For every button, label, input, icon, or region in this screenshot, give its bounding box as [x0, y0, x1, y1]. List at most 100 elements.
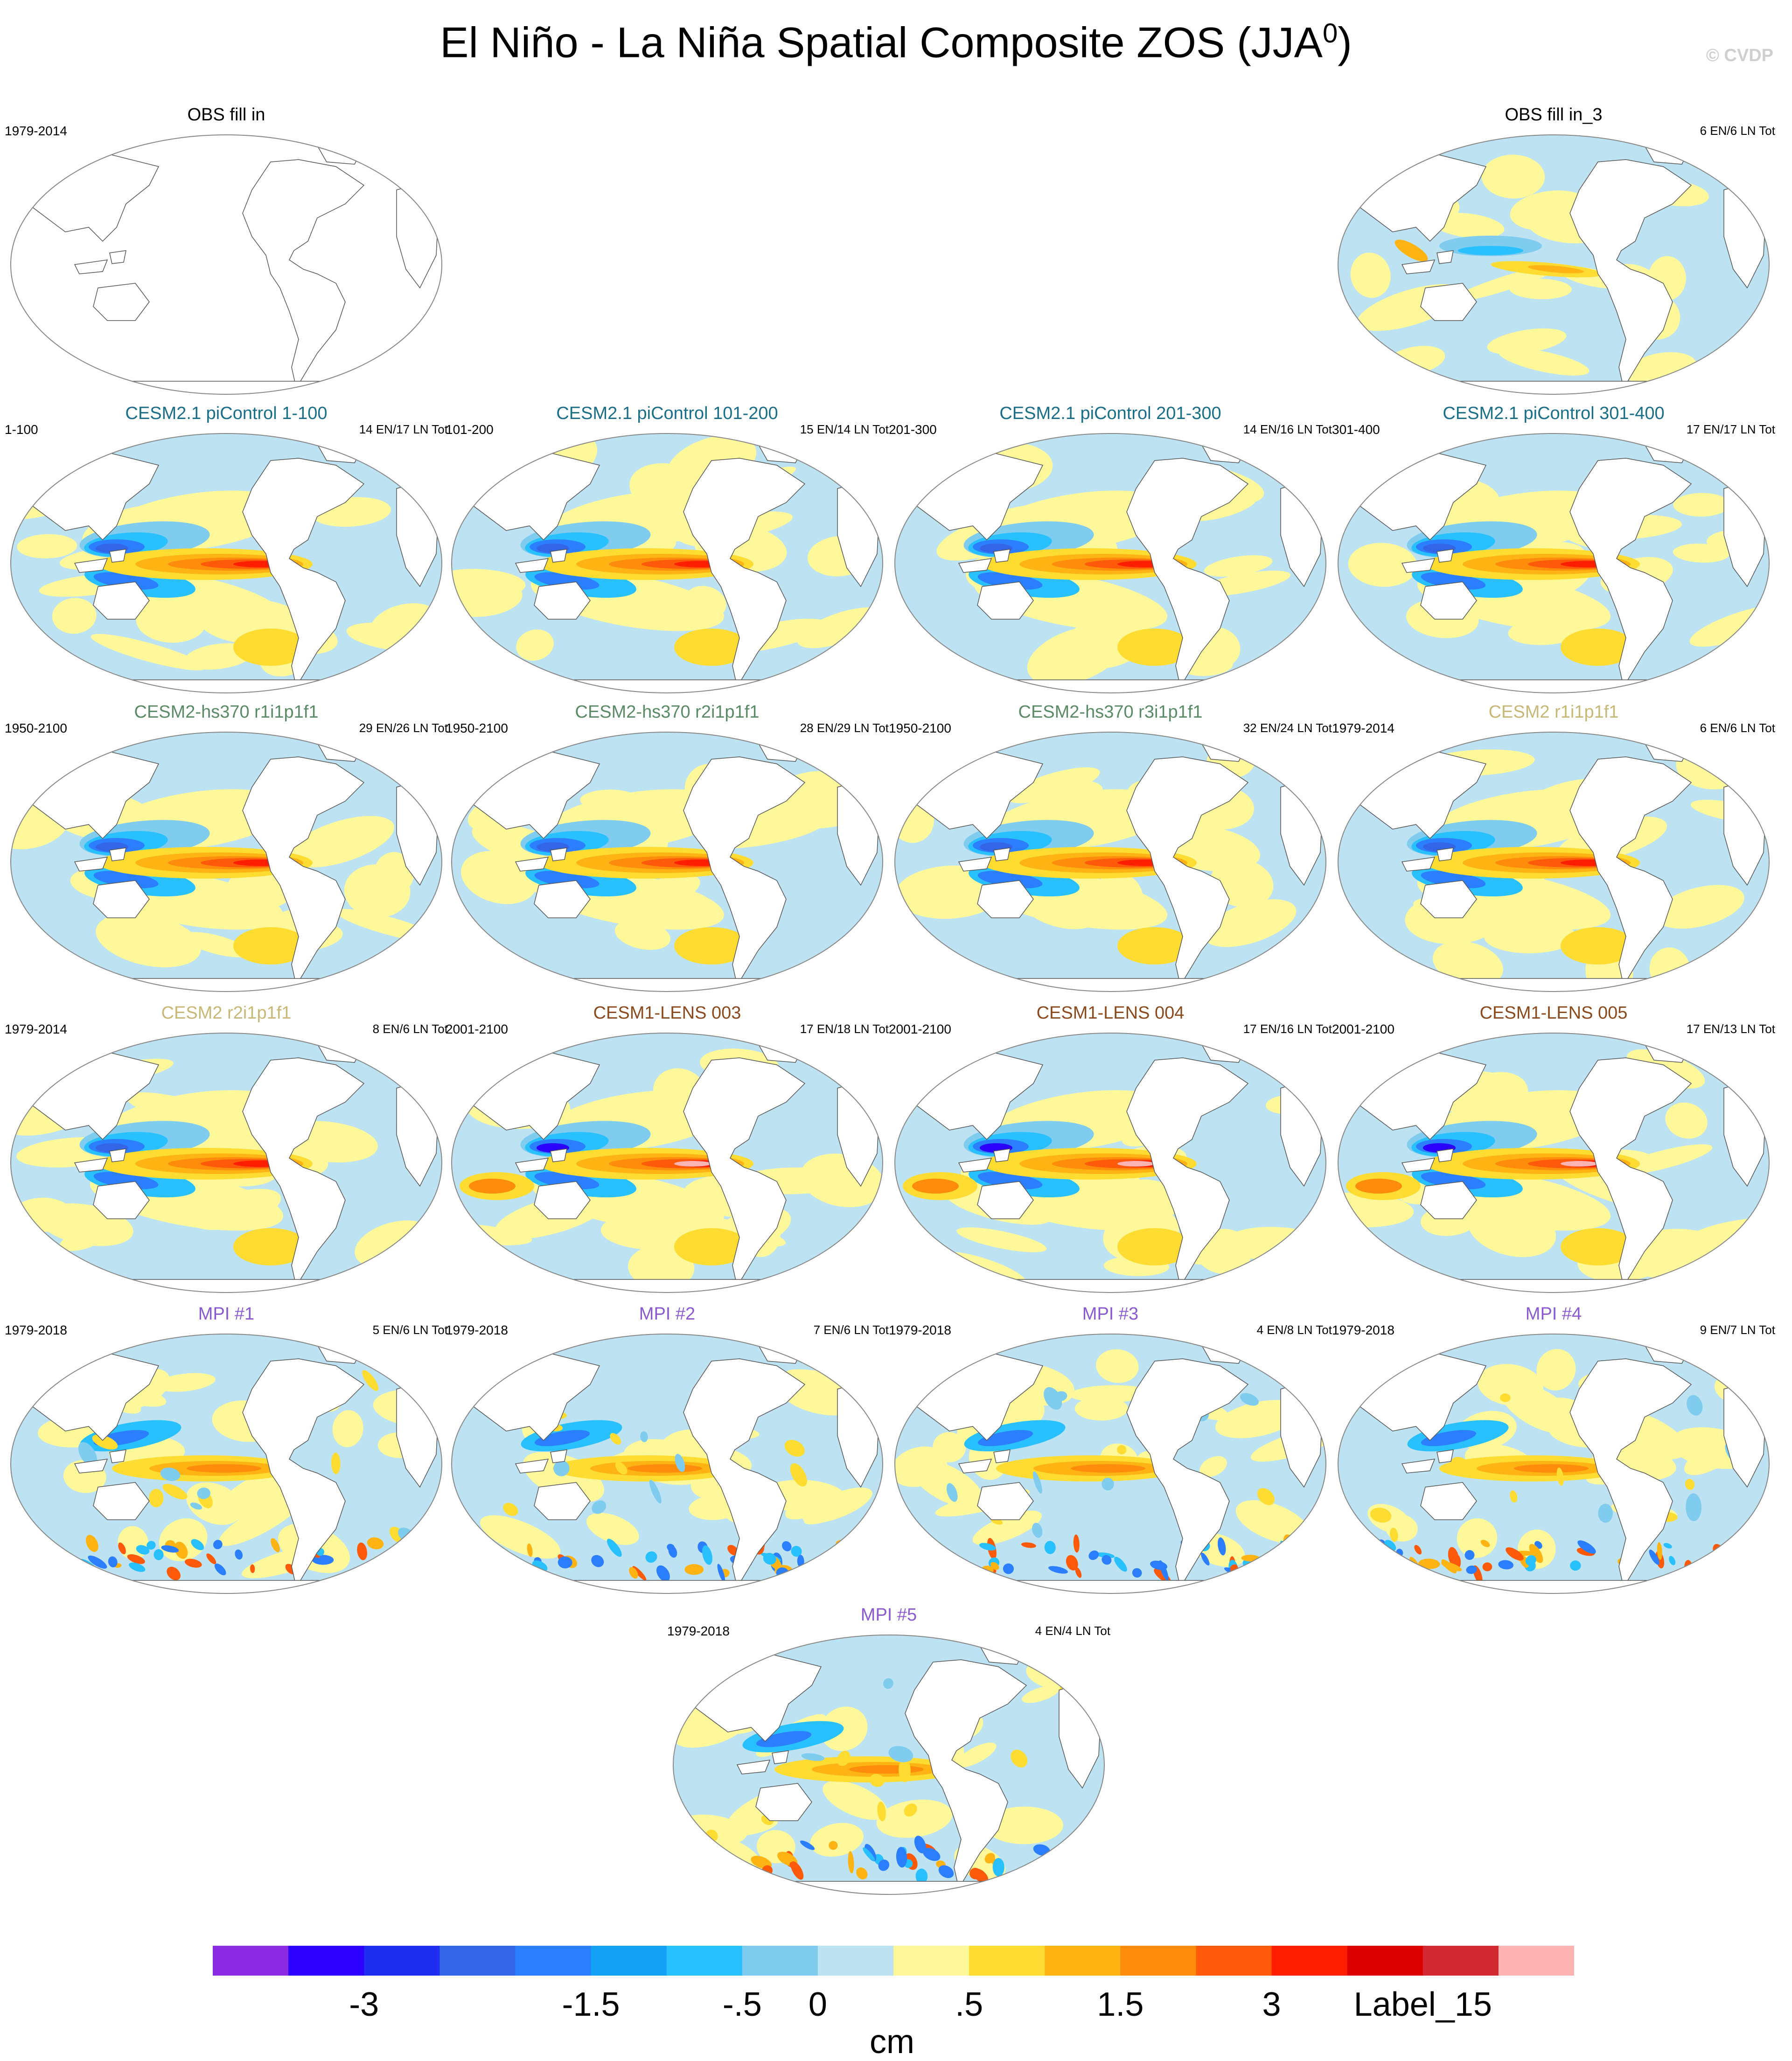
- panel-title: CESM2.1 piControl 101-200: [556, 404, 778, 423]
- panel-period: 1979-2018: [1332, 1323, 1395, 1337]
- colorbar-swatch-14: [1271, 1946, 1348, 1976]
- map-plot: [10, 134, 442, 395]
- map-plot: [10, 433, 442, 693]
- map-plot: [894, 732, 1326, 992]
- panel-period: 2001-2100: [889, 1022, 951, 1036]
- colorbar-swatch-1: [288, 1946, 364, 1976]
- map-panel: OBS fill in_3 6 EN/6 LN Tot: [1337, 105, 1775, 395]
- panel-event-counts: 9 EN/7 LN Tot: [1700, 1323, 1775, 1337]
- panel-period: 101-200: [446, 422, 494, 437]
- map-panel: CESM1-LENS 005 2001-2100 17 EN/13 LN Tot: [1332, 1003, 1775, 1293]
- colorbar: [213, 1946, 1574, 1976]
- map-panel: MPI #3 1979-2018 4 EN/8 LN Tot: [889, 1304, 1332, 1594]
- colorbar-swatch-16: [1422, 1946, 1499, 1976]
- colorbar-swatch-0: [213, 1946, 289, 1976]
- colorbar-tick-label: Label_15: [1353, 1986, 1492, 2023]
- panel-period: 1979-2018: [5, 1323, 67, 1337]
- panel-event-counts: 4 EN/8 LN Tot: [1256, 1323, 1332, 1337]
- panel-event-counts: 17 EN/17 LN Tot: [1686, 422, 1775, 436]
- panel-title: MPI #3: [1082, 1304, 1139, 1324]
- map-panel: OBS fill in 1979-2014: [5, 105, 443, 395]
- panel-period: 301-400: [1332, 422, 1380, 437]
- colorbar-swatch-6: [666, 1946, 743, 1976]
- colorbar-swatch-3: [439, 1946, 516, 1976]
- panel-title: OBS fill in: [187, 105, 265, 125]
- map-plot: [10, 1033, 442, 1293]
- copyright-label: © CVDP: [1706, 46, 1773, 65]
- map-panel: MPI #5 1979-2018 4 EN/4 LN Tot: [667, 1605, 1110, 1895]
- panel-title: MPI #5: [860, 1605, 917, 1625]
- map-plot: [1338, 1033, 1770, 1293]
- map-plot: [451, 732, 883, 992]
- panel-title: CESM1-LENS 003: [593, 1003, 741, 1023]
- map-panel: CESM2.1 piControl 1-100 1-100 14 EN/17 LN …: [5, 404, 448, 693]
- panel-event-counts: 17 EN/16 LN Tot: [1243, 1022, 1332, 1036]
- map-panel: CESM2-hs370 r1i1p1f1 1950-2100 29 EN/26 LN…: [5, 702, 448, 992]
- panel-period: 2001-2100: [446, 1022, 508, 1036]
- colorbar-tick-label: .5: [955, 1986, 983, 2023]
- panel-event-counts: 14 EN/17 LN Tot: [359, 422, 448, 436]
- page-title: El Niño - La Niña Spatial Composite ZOS …: [440, 18, 1352, 67]
- map-plot: [673, 1635, 1105, 1895]
- colorbar-tick-label: 0: [808, 1986, 827, 2023]
- colorbar-tick-label: -3: [349, 1986, 379, 2023]
- map-panel: CESM2 r1i1p1f1 1979-2014 6 EN/6 LN Tot: [1332, 702, 1775, 992]
- map-plot: [894, 1334, 1326, 1594]
- map-panel: CESM2.1 piControl 301-400 301-400 17 EN/17…: [1332, 404, 1775, 693]
- colorbar-tick-label: -.5: [722, 1986, 762, 2023]
- panel-title: CESM2-hs370 r3i1p1f1: [1018, 702, 1203, 722]
- map-plot: [894, 433, 1326, 693]
- map-panel: CESM2-hs370 r3i1p1f1 1950-2100 32 EN/24 LN…: [889, 702, 1332, 992]
- map-panel: CESM1-LENS 003 2001-2100 17 EN/18 LN Tot: [446, 1003, 889, 1293]
- colorbar-units: cm: [870, 2023, 914, 2061]
- panel-period: 2001-2100: [1332, 1022, 1395, 1036]
- map-plot: [451, 433, 883, 693]
- map-plot: [1338, 732, 1770, 992]
- panel-title: OBS fill in_3: [1505, 105, 1603, 125]
- colorbar-tick-label: -1.5: [562, 1986, 620, 2023]
- panel-title: CESM2 r2i1p1f1: [161, 1003, 292, 1023]
- colorbar-swatch-13: [1196, 1946, 1272, 1976]
- colorbar-swatch-12: [1120, 1946, 1196, 1976]
- panel-event-counts: 14 EN/16 LN Tot: [1243, 422, 1332, 436]
- colorbar-swatch-15: [1347, 1946, 1423, 1976]
- panel-period: 1979-2018: [667, 1624, 730, 1638]
- colorbar-tick-label: 1.5: [1097, 1986, 1144, 2023]
- panel-title: CESM2-hs370 r2i1p1f1: [575, 702, 760, 722]
- panel-period: 1950-2100: [5, 721, 67, 735]
- panel-period: 201-300: [889, 422, 937, 437]
- panel-event-counts: 15 EN/14 LN Tot: [800, 422, 889, 436]
- colorbar-swatch-17: [1498, 1946, 1574, 1976]
- map-panel: MPI #1 1979-2018 5 EN/6 LN Tot: [5, 1304, 448, 1594]
- panel-event-counts: 28 EN/29 LN Tot: [800, 721, 889, 735]
- panel-period: 1979-2014: [5, 1022, 67, 1036]
- panel-title: CESM2 r1i1p1f1: [1488, 702, 1619, 722]
- map-panel: CESM2.1 piControl 201-300 201-300 14 EN/16…: [889, 404, 1332, 693]
- map-plot: [1338, 1334, 1770, 1594]
- colorbar-swatch-2: [364, 1946, 440, 1976]
- panel-period: 1-100: [5, 422, 38, 437]
- panel-title: CESM2-hs370 r1i1p1f1: [134, 702, 319, 722]
- panel-period: 1950-2100: [446, 721, 508, 735]
- map-panel: CESM2 r2i1p1f1 1979-2014 8 EN/6 LN Tot: [5, 1003, 448, 1293]
- panel-event-counts: 5 EN/6 LN Tot: [372, 1323, 448, 1337]
- panel-period: 1979-2014: [5, 124, 67, 138]
- panel-title: MPI #2: [639, 1304, 696, 1324]
- map-plot: [1338, 433, 1770, 693]
- panel-period: 1950-2100: [889, 721, 951, 735]
- colorbar-swatch-5: [591, 1946, 667, 1976]
- panel-event-counts: 4 EN/4 LN Tot: [1035, 1624, 1110, 1638]
- map-plot: [1338, 134, 1770, 395]
- colorbar-swatch-8: [817, 1946, 894, 1976]
- map-panel: CESM2.1 piControl 101-200 101-200 15 EN/14…: [446, 404, 889, 693]
- panel-period: 1979-2018: [889, 1323, 951, 1337]
- panel-period: 1979-2018: [446, 1323, 508, 1337]
- panel-title: CESM1-LENS 004: [1036, 1003, 1185, 1023]
- colorbar-swatch-10: [969, 1946, 1045, 1976]
- panel-title: CESM2.1 piControl 1-100: [125, 404, 328, 423]
- map-panel: MPI #4 1979-2018 9 EN/7 LN Tot: [1332, 1304, 1775, 1594]
- map-plot: [451, 1334, 883, 1594]
- map-panel: CESM2-hs370 r2i1p1f1 1950-2100 28 EN/29 LN…: [446, 702, 889, 992]
- colorbar-swatch-11: [1045, 1946, 1121, 1976]
- panel-title: CESM1-LENS 005: [1479, 1003, 1628, 1023]
